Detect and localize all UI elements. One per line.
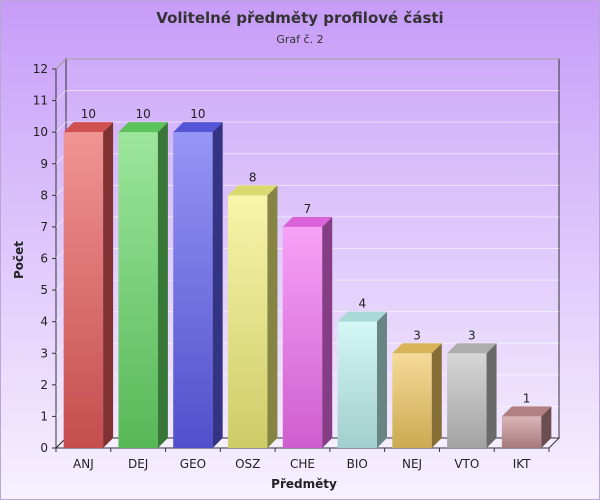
bar-front [282,226,323,448]
bar-front [501,416,542,448]
bar-front [63,132,104,448]
bar-top [63,122,114,133]
bar-anj: 10 [63,107,114,449]
x-tick-label-dej: DEJ [128,457,148,471]
bar-front [118,132,158,448]
y-tick-label: 8 [40,188,48,202]
y-tick-label: 2 [40,378,48,392]
bar-ikt: 1 [501,391,552,448]
gridline-side [55,58,67,70]
chart-subtitle: Graf č. 2 [276,33,324,46]
data-label-ikt: 1 [523,391,531,405]
bar-top [118,122,168,133]
x-tick-label-geo: GEO [180,457,206,471]
data-label-dej: 10 [136,107,151,121]
y-tick-label: 0 [40,441,48,455]
chart-title: Volitelné předměty profilové části [156,9,444,27]
gridline-side [55,121,67,133]
bar-che: 7 [282,202,333,448]
bar-bio: 4 [337,297,387,448]
bar-top [501,406,552,417]
bar-front [337,321,377,448]
y-tick-label: 3 [40,346,48,360]
x-tick-label-ikt: IKT [513,457,531,471]
x-tick-label-vto: VTO [454,457,479,471]
x-axis-label: Předměty [271,477,337,491]
y-tick-label: 10 [33,125,48,139]
bar-side [212,122,223,449]
bar-side [541,406,552,448]
x-tick-label-bio: BIO [347,457,368,471]
bar-side [157,122,168,449]
bar-front [228,195,268,448]
bar-front [392,353,432,448]
data-label-vto: 3 [468,328,476,342]
bar-top [173,122,223,133]
gridline-side [55,90,67,101]
bar-side [486,343,497,448]
bar-side [431,343,442,448]
y-tick-label: 9 [40,157,48,171]
y-tick-label: 6 [40,252,48,266]
y-tick-label: 11 [33,94,48,108]
data-label-nej: 3 [413,328,421,342]
bar-top [337,311,387,322]
x-tick-label-che: CHE [290,457,315,471]
data-label-geo: 10 [190,107,205,121]
y-tick-label: 7 [40,220,48,234]
bar-front [173,132,213,448]
y-tick-label: 1 [40,409,48,423]
y-tick-label: 12 [33,62,48,76]
data-label-che: 7 [304,202,312,216]
x-tick-label-nej: NEJ [402,457,422,471]
bar-side [267,185,278,449]
y-tick-label: 4 [40,315,48,329]
x-tick-label-osz: OSZ [235,457,260,471]
x-tick-label-anj: ANJ [73,457,94,471]
data-label-osz: 8 [249,170,257,184]
data-label-bio: 4 [358,297,366,311]
y-axis-label: Počet [12,241,26,279]
bar-osz: 8 [228,170,278,449]
bar-dej: 10 [118,107,168,449]
bar-side [376,311,387,448]
bar-top [282,216,333,227]
bar-vto: 3 [447,328,497,448]
bar-top [228,185,278,196]
data-label-anj: 10 [81,107,96,121]
bar-nej: 3 [392,328,442,448]
bar-geo: 10 [173,107,223,449]
bar-front [447,353,487,448]
bar-side [322,216,333,448]
bar-top [447,343,497,354]
bar-top [392,343,442,354]
bar-side [103,122,114,449]
y-tick-label: 5 [40,283,48,297]
